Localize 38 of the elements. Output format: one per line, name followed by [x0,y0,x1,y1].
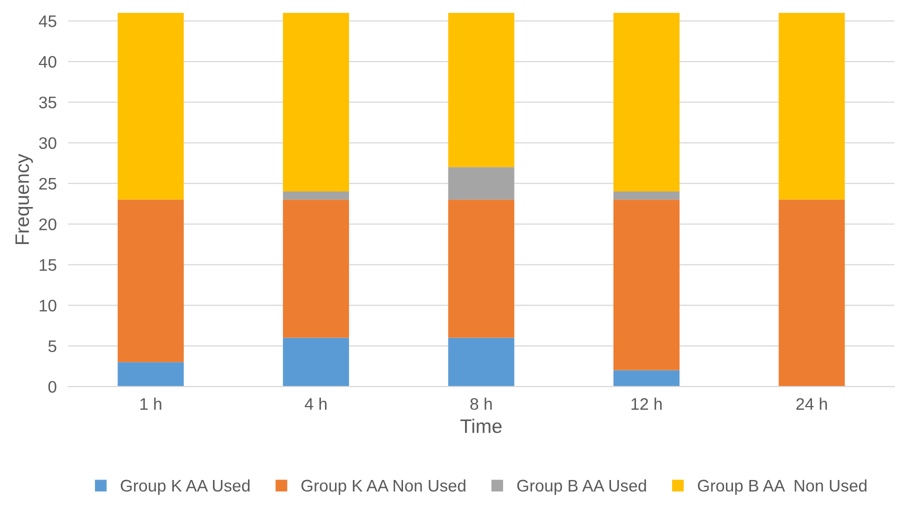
bar [448,167,514,200]
bar [118,12,184,200]
legend-label: Group K AA Non Used [301,479,466,495]
bar [613,12,680,192]
bar [282,200,350,338]
y-tick-label: 30 [39,137,56,150]
bar [282,338,350,387]
y-tick-label: 20 [39,218,56,230]
bar [778,12,845,200]
y-tick-label: 0 [48,380,56,393]
bar [613,370,680,387]
bar [118,200,184,362]
x-tick-label: 24 h [796,398,827,410]
bar [778,200,845,387]
y-tick-label: 25 [39,178,56,190]
x-tick-label: 12 h [632,398,662,410]
legend-label: Group B AA Non Used [698,479,866,495]
bar [448,338,514,387]
x-tick-label: 1 h [140,398,162,410]
x-axis-title: Time [460,418,502,434]
y-tick-label: 15 [40,259,56,271]
y-tick-label: 35 [39,96,56,108]
legend-label: Group B AA Used [517,479,646,495]
legend-label: Group K AA Used [120,479,250,495]
y-tick-label: 10 [40,300,56,312]
y-axis-title: Frequency [15,154,33,244]
bar [448,200,514,338]
bar [282,12,350,192]
y-tick-label: 40 [38,56,56,68]
x-tick-label: 4 h [304,398,326,410]
bar [613,200,680,370]
bar [613,192,680,200]
bar [118,362,184,387]
x-tick-label: 8 h [470,398,492,410]
bar [448,12,514,168]
y-tick-label: 45 [38,16,56,28]
bar [282,192,350,200]
y-tick-label: 5 [48,340,56,352]
